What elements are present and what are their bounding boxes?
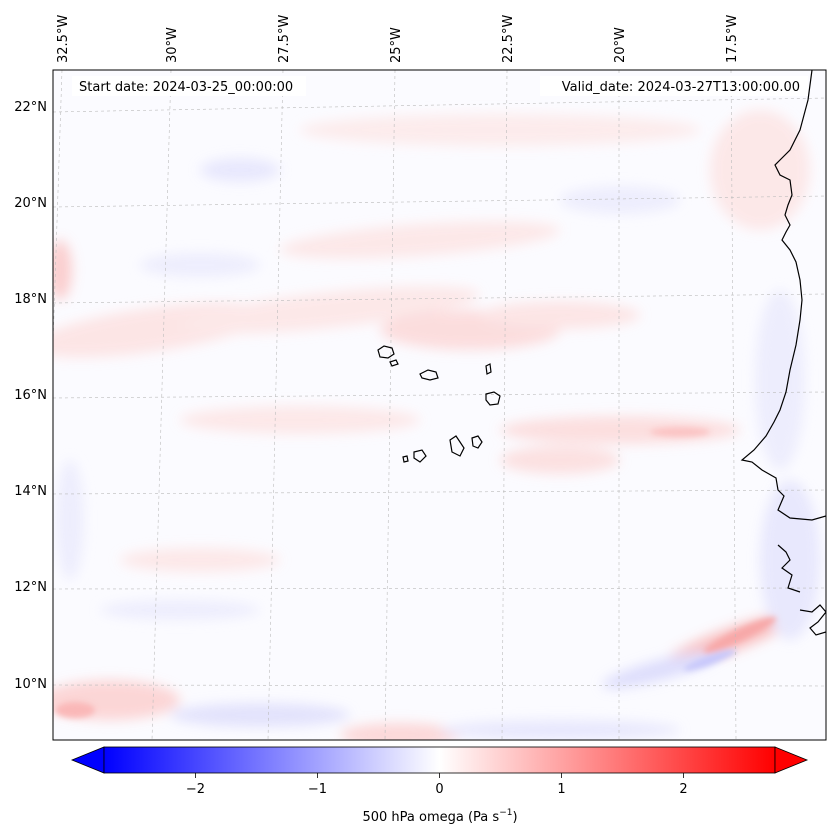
map-background <box>53 70 826 740</box>
lat-label: 22°N <box>14 100 47 115</box>
valid-date-box <box>540 76 808 96</box>
start-date-label: Start date: 2024-03-25_00:00:00 <box>79 80 293 95</box>
island <box>402 455 409 463</box>
colorbar-tick-label: 0 <box>435 782 443 797</box>
lon-label: 32.5°W <box>56 15 71 63</box>
lon-label: 17.5°W <box>725 15 740 63</box>
colorbar-high-extend <box>774 746 809 774</box>
island <box>485 363 492 375</box>
lat-label: 14°N <box>14 484 47 499</box>
lon-label: 22.5°W <box>501 15 516 63</box>
island <box>485 391 501 406</box>
lon-label: 25°W <box>389 27 404 63</box>
lon-label: 27.5°W <box>277 15 292 63</box>
colorbar-tick-label: 1 <box>557 782 565 797</box>
island <box>419 369 439 381</box>
colorbar-tick-label: −1 <box>308 782 327 797</box>
island <box>413 449 427 463</box>
lat-label: 10°N <box>14 677 47 692</box>
omega-field <box>53 110 820 740</box>
colorbar-ticks: −2 −1 0 1 2 <box>186 773 688 797</box>
lat-label: 12°N <box>14 580 47 595</box>
colorbar-tick-label: 2 <box>679 782 687 797</box>
graticule <box>53 70 826 740</box>
lon-label: 30°W <box>165 27 180 63</box>
island <box>471 435 483 449</box>
colorbar-low-extend <box>70 746 105 774</box>
longitude-labels: 32.5°W 30°W 27.5°W 25°W 22.5°W 20°W 17.5… <box>56 15 740 63</box>
lon-label: 20°W <box>613 27 628 63</box>
coastlines <box>377 70 826 636</box>
map-frame <box>52 69 827 741</box>
lat-label: 20°N <box>14 196 47 211</box>
lat-label: 16°N <box>14 388 47 403</box>
colorbar: −2 −1 0 1 2 500 hPa omega (Pa s−1) <box>70 746 809 825</box>
west-africa-coastline <box>740 70 826 521</box>
latitude-labels: 22°N 20°N 18°N 16°N 14°N 12°N 10°N <box>14 100 47 692</box>
valid-date-label: Valid_date: 2024-03-27T13:00:00.00 <box>562 80 800 95</box>
island <box>389 359 399 367</box>
colorbar-tick-label: −2 <box>186 782 205 797</box>
start-date-box <box>72 76 306 96</box>
colorbar-bar <box>103 746 776 774</box>
colorbar-label: 500 hPa omega (Pa s−1) <box>362 808 517 825</box>
map-panel: Start date: 2024-03-25_00:00:00 Valid_da… <box>14 15 827 741</box>
island <box>377 345 395 359</box>
island <box>449 435 465 457</box>
lat-label: 18°N <box>14 292 47 307</box>
